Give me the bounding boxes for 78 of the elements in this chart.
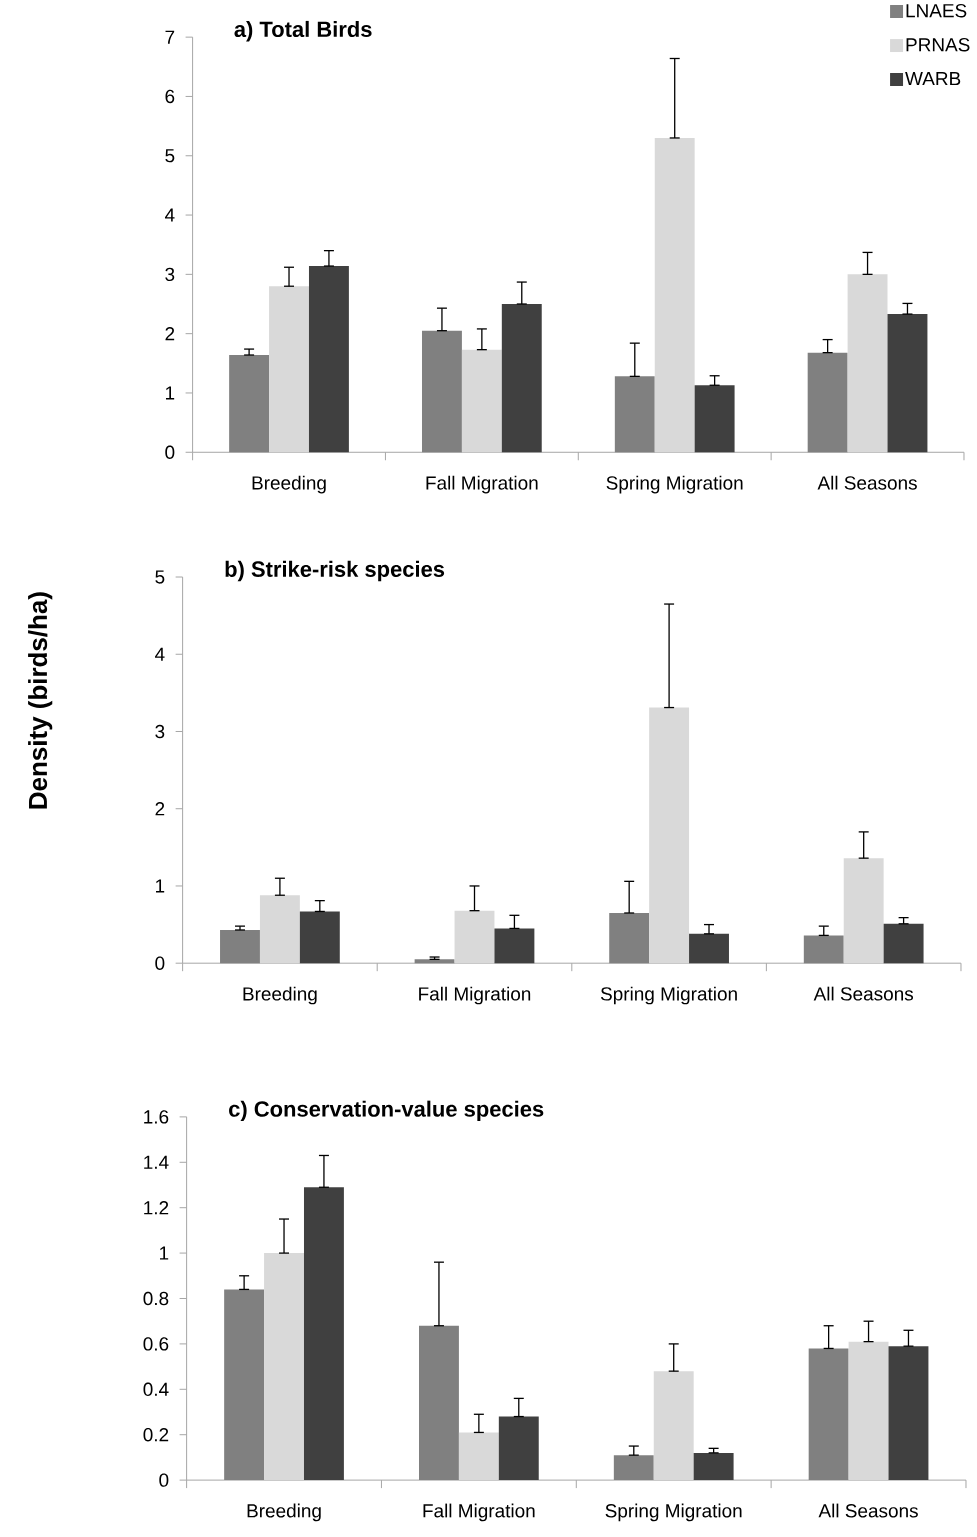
y-tick-label: 4 bbox=[155, 647, 165, 661]
y-tick-label: 6 bbox=[165, 89, 175, 104]
bar bbox=[654, 137, 695, 453]
bar bbox=[883, 923, 924, 964]
legend-label: LNAES bbox=[906, 3, 967, 18]
bar bbox=[299, 911, 340, 964]
y-tick-label: 1 bbox=[156, 879, 165, 893]
bar bbox=[803, 935, 844, 964]
bar bbox=[649, 707, 690, 964]
bar bbox=[461, 349, 502, 453]
x-tick-label: Spring Migration bbox=[600, 986, 737, 1005]
bar bbox=[847, 274, 888, 453]
y-tick-label: 7 bbox=[165, 30, 175, 44]
bar bbox=[220, 929, 260, 964]
bar bbox=[229, 355, 270, 453]
x-tick-label: Spring Migration bbox=[605, 1503, 742, 1522]
y-tick-label: 0.6 bbox=[143, 1337, 169, 1351]
y-tick-label: 0 bbox=[159, 1473, 169, 1487]
y-tick-label: 1.4 bbox=[144, 1155, 169, 1169]
bar bbox=[454, 910, 495, 964]
bar bbox=[422, 330, 462, 453]
bar bbox=[653, 1371, 694, 1481]
bar bbox=[264, 1253, 305, 1481]
x-tick-label: All Seasons bbox=[813, 986, 914, 1001]
bar bbox=[269, 286, 310, 453]
bar bbox=[419, 1325, 459, 1481]
bar bbox=[843, 858, 884, 964]
x-tick-label: Breeding bbox=[252, 475, 326, 494]
x-tick-label: Spring Migration bbox=[606, 475, 743, 494]
bar bbox=[501, 304, 542, 453]
y-tick-label: 4 bbox=[165, 208, 175, 222]
y-tick-label: 1 bbox=[160, 1246, 169, 1260]
x-tick-label: Breeding bbox=[243, 986, 317, 1005]
bar bbox=[613, 1455, 654, 1481]
x-tick-label: All Seasons bbox=[817, 475, 917, 490]
bar bbox=[304, 1187, 344, 1481]
bar bbox=[888, 1346, 929, 1481]
y-tick-label: 1.6 bbox=[144, 1110, 169, 1124]
bar bbox=[689, 933, 729, 964]
y-tick-label: 0.2 bbox=[143, 1428, 169, 1442]
bar bbox=[224, 1289, 265, 1481]
y-tick-label: 0 bbox=[155, 956, 165, 970]
y-tick-label: 0.4 bbox=[143, 1382, 169, 1397]
x-tick-label: Fall Migration bbox=[426, 475, 538, 494]
y-axis-title: Density (birds/ha) bbox=[28, 592, 53, 809]
chart-title: a) Total Birds bbox=[234, 20, 372, 42]
bar bbox=[494, 928, 535, 964]
x-tick-label: Fall Migration bbox=[423, 1503, 535, 1522]
chart-title: b) Strike-risk species bbox=[225, 560, 445, 582]
y-tick-label: 5 bbox=[165, 149, 175, 163]
chart-title: c) Conservation-value species bbox=[229, 1100, 544, 1122]
legend-label: PRNAS bbox=[906, 38, 970, 52]
bar bbox=[693, 1452, 734, 1481]
bar bbox=[807, 352, 848, 453]
x-tick-label: Fall Migration bbox=[419, 986, 531, 1005]
bar bbox=[848, 1341, 889, 1481]
x-tick-label: Breeding bbox=[247, 1503, 321, 1522]
bar bbox=[498, 1416, 539, 1481]
y-tick-label: 2 bbox=[155, 802, 165, 816]
y-tick-label: 1 bbox=[166, 386, 175, 400]
y-tick-label: 3 bbox=[165, 267, 175, 282]
y-tick-label: 0 bbox=[165, 445, 175, 459]
bar bbox=[609, 913, 650, 964]
y-tick-label: 5 bbox=[155, 570, 165, 584]
bar bbox=[694, 385, 735, 453]
bar bbox=[614, 376, 655, 453]
bar bbox=[414, 959, 455, 964]
bar bbox=[808, 1348, 849, 1481]
bar bbox=[458, 1432, 499, 1481]
legend-label: WARB bbox=[905, 72, 961, 86]
bar bbox=[309, 266, 349, 453]
y-tick-label: 0.8 bbox=[143, 1291, 169, 1306]
y-tick-label: 1.2 bbox=[144, 1201, 169, 1215]
y-tick-label: 2 bbox=[165, 327, 175, 341]
x-tick-label: All Seasons bbox=[818, 1503, 918, 1518]
y-tick-label: 3 bbox=[155, 724, 165, 739]
bar bbox=[887, 314, 928, 453]
bar bbox=[259, 895, 300, 964]
